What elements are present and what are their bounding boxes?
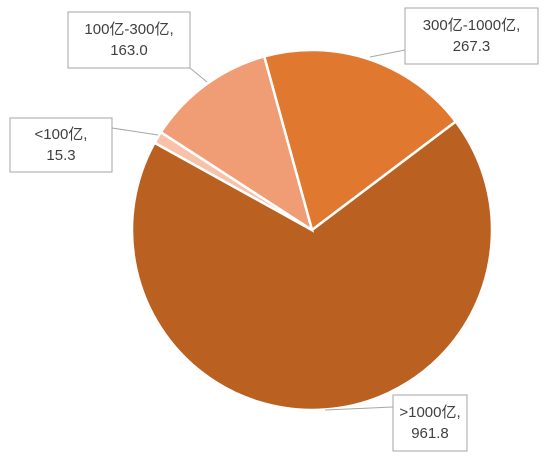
value-label: 267.3 <box>453 38 491 55</box>
value-label: 163.0 <box>110 42 148 59</box>
pie-slice <box>130 119 494 412</box>
leader-line <box>369 49 406 58</box>
label-box <box>404 7 539 65</box>
category-label: 100亿-300亿, <box>84 21 173 38</box>
category-label: 300亿-1000亿, <box>423 17 521 34</box>
value-label: 15.3 <box>46 147 75 164</box>
category-label: <100亿, <box>35 126 88 143</box>
category-label: >1000亿, <box>399 404 460 421</box>
leader-line <box>324 406 394 411</box>
label-box <box>9 117 113 173</box>
leader-line <box>111 127 159 136</box>
value-label: 961.8 <box>411 425 449 442</box>
leader-line <box>189 67 208 83</box>
label-box <box>392 394 468 452</box>
pie-slice <box>159 54 315 233</box>
pie-slice <box>262 48 458 233</box>
label-box <box>67 11 191 69</box>
